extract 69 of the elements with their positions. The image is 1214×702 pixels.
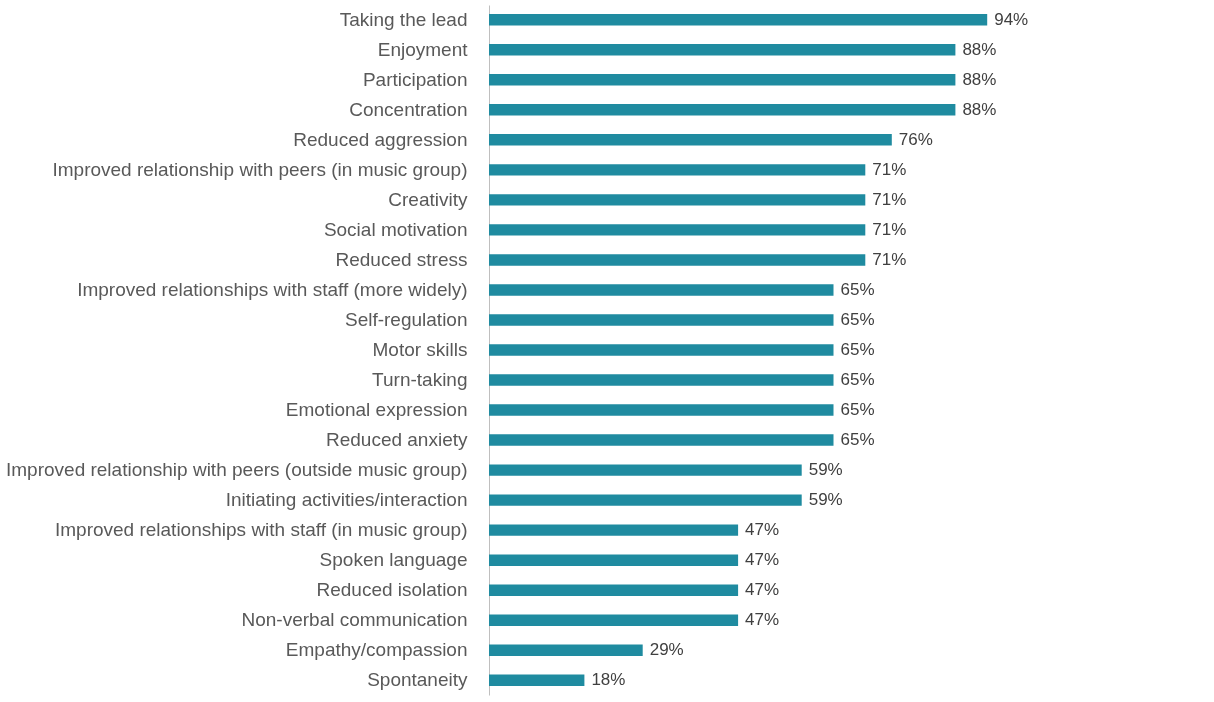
y-tick-label: Non-verbal communication bbox=[241, 609, 468, 631]
data-label: 65% bbox=[840, 279, 875, 299]
bar bbox=[489, 524, 739, 536]
bar bbox=[489, 14, 988, 26]
bar bbox=[489, 134, 892, 146]
y-tick-label: Reduced aggression bbox=[293, 128, 468, 150]
data-label: 76% bbox=[898, 129, 933, 149]
bar bbox=[489, 404, 834, 416]
bar bbox=[489, 44, 956, 56]
bar bbox=[489, 224, 866, 236]
bar bbox=[489, 164, 866, 176]
bar bbox=[489, 644, 643, 656]
data-label: 71% bbox=[872, 249, 907, 269]
data-label: 88% bbox=[962, 69, 997, 89]
data-label: 47% bbox=[745, 610, 780, 630]
y-tick-label: Emotional expression bbox=[285, 399, 468, 421]
data-label: 59% bbox=[808, 460, 843, 480]
y-tick-label: Taking the lead bbox=[339, 8, 468, 30]
bar bbox=[489, 614, 739, 626]
y-tick-label: Improved relationship with peers (in music group) bbox=[52, 158, 468, 180]
y-tick-label: Self-regulation bbox=[344, 308, 468, 330]
y-tick-label: Improved relationship with peers (outside music group) bbox=[6, 459, 468, 481]
data-label: 88% bbox=[962, 99, 997, 119]
y-tick-label: Turn-taking bbox=[372, 369, 468, 391]
y-tick-label: Concentration bbox=[349, 98, 468, 120]
data-label: 47% bbox=[745, 520, 780, 540]
bar bbox=[489, 434, 834, 446]
bar bbox=[489, 374, 834, 386]
data-label: 59% bbox=[808, 490, 843, 510]
data-label: 65% bbox=[840, 340, 875, 359]
bar bbox=[489, 464, 802, 476]
data-label: 71% bbox=[872, 219, 907, 239]
y-tick-label: Empathy/compassion bbox=[285, 639, 468, 661]
bar bbox=[489, 74, 956, 86]
bar bbox=[489, 254, 866, 266]
bar bbox=[489, 554, 739, 566]
data-label: 29% bbox=[649, 640, 684, 660]
data-label: 71% bbox=[872, 159, 907, 179]
data-label: 65% bbox=[840, 309, 875, 329]
y-tick-label: Initiating activities/interaction bbox=[225, 489, 468, 511]
y-tick-label: Enjoyment bbox=[377, 38, 469, 60]
y-tick-label: Reduced stress bbox=[335, 248, 468, 270]
data-label: 88% bbox=[962, 39, 997, 59]
y-tick-label: Creativity bbox=[388, 188, 468, 210]
bar bbox=[489, 284, 834, 296]
y-tick-label: Improved relationships with staff (more widely) bbox=[77, 278, 468, 300]
data-label: 47% bbox=[745, 550, 780, 570]
bar bbox=[489, 314, 834, 326]
y-tick-label: Participation bbox=[362, 68, 468, 90]
bar bbox=[489, 344, 834, 356]
data-label: 65% bbox=[840, 400, 875, 420]
y-tick-label: Motor skills bbox=[372, 339, 468, 360]
bar bbox=[489, 674, 585, 686]
data-label: 65% bbox=[840, 370, 875, 390]
bar bbox=[489, 584, 739, 596]
y-tick-label: Reduced isolation bbox=[316, 579, 468, 601]
bar bbox=[489, 494, 802, 506]
bar bbox=[489, 104, 956, 116]
y-tick-label: Spoken language bbox=[319, 549, 468, 571]
y-tick-label: Reduced anxiety bbox=[325, 429, 468, 451]
y-tick-label: Social motivation bbox=[323, 218, 468, 240]
data-label: 65% bbox=[840, 430, 875, 450]
data-label: 71% bbox=[872, 189, 907, 209]
data-label: 47% bbox=[745, 580, 780, 600]
data-label: 18% bbox=[591, 670, 626, 690]
y-tick-label: Improved relationships with staff (in music group) bbox=[54, 519, 468, 541]
data-label: 94% bbox=[994, 9, 1029, 29]
bar bbox=[489, 194, 866, 206]
y-tick-label: Spontaneity bbox=[367, 669, 468, 691]
